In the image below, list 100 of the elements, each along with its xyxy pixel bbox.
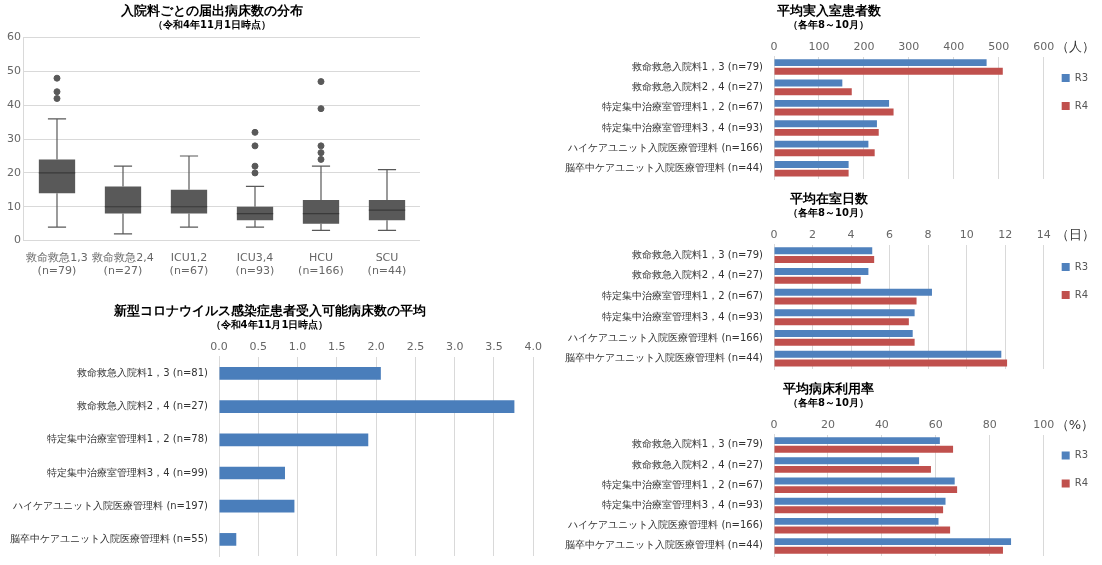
bar [774,67,1003,75]
y-tick-label: 50 [7,64,21,78]
bar [774,88,852,96]
y-tick-label: 20 [7,165,21,179]
y-tick-label: 10 [7,199,21,213]
bar [774,497,946,505]
bar [774,128,879,136]
y-tick-label: 救命救急入院料2，4 (n=27) [630,80,764,92]
bar [774,169,849,177]
y-tick-label: 特定集中治療室管理料3，4 (n=93) [601,310,764,322]
bar [774,538,1012,546]
x-tick-label: 10 [959,228,974,242]
legend-label: R4 [1074,288,1088,300]
y-tick-label: ハイケアユニット入院医療管理料 (n=166) [567,142,764,154]
chart-subtitle: （各年8～10月） [788,207,869,219]
bar [774,256,875,264]
x-tick-label: 1.0 [288,340,307,354]
bar [774,108,894,116]
bar [219,533,237,546]
y-tick-label: 脳卒中ケアユニット入院医療管理料 (n=55) [9,532,209,544]
bar [774,288,932,296]
x-tick-label: ICU3,4 (n=93) [235,251,275,278]
bar [774,59,987,67]
bar [774,267,869,275]
x-tick-label: HCU (n=166) [298,251,344,278]
bar [774,486,958,494]
chart-subtitle: （各年8～10月） [788,397,869,409]
chart-title: 入院料ごとの届出病床数の分布 [120,3,303,19]
chart-title: 平均実入室患者数 [775,3,882,19]
bar [774,546,1003,554]
legend-label: R3 [1074,71,1088,83]
bar [219,499,295,513]
bar [774,465,931,473]
y-tick-label: 脳卒中ケアユニット入院医療管理料 (n=44) [564,539,764,551]
x-tick-label: 0.0 [210,340,228,354]
bar [219,466,285,480]
x-tick-label: 0.5 [249,340,268,354]
y-tick-label: 40 [7,98,21,112]
x-tick-label: 4.0 [524,340,542,354]
bar [774,297,917,305]
y-tick-label: 特定集中治療室管理料3，4 (n=99) [46,466,209,478]
x-axis-title: （人） [1055,38,1095,54]
x-tick-label: 6 [886,228,894,242]
legend-label: R4 [1074,99,1088,111]
x-tick-label: 0 [770,40,778,54]
bar [774,161,849,168]
bar [774,309,915,317]
legend-label: R4 [1074,477,1088,489]
y-tick-label: 脳卒中ケアユニット入院医療管理料 (n=44) [564,162,764,174]
x-tick-label: 8 [924,228,932,242]
bar [774,247,873,255]
x-tick-label: 0 [770,418,778,432]
bar [774,149,875,157]
bar [774,338,915,346]
y-tick-label: 救命救急入院料2，4 (n=27) [630,269,764,281]
x-tick-label: 100 [1033,418,1055,432]
bar [774,445,954,453]
y-tick-label: 救命救急入院料2，4 (n=27) [630,458,764,470]
bar [774,517,939,525]
y-tick-label: 特定集中治療室管理料1，2 (n=67) [601,290,764,302]
x-tick-label: 救命救急2,4 (n=27) [91,251,154,278]
legend-label: R3 [1074,449,1088,461]
x-tick-label: 400 [943,40,965,54]
bar [219,400,515,413]
x-tick-label: 4 [847,228,855,242]
x-tick-label: 3.0 [445,340,464,354]
y-tick-label: 特定集中治療室管理料1，2 (n=67) [601,478,764,490]
y-tick-label: 救命救急入院料1，3 (n=79) [630,248,764,260]
y-tick-label: 特定集中治療室管理料3，4 (n=93) [601,499,764,511]
bar [774,359,1008,367]
bar [774,140,869,148]
x-tick-label: 2.5 [406,340,425,354]
x-tick-label: 300 [898,40,920,54]
x-tick-label: 20 [820,418,835,432]
x-tick-label: 0 [770,228,778,242]
y-tick-label: ハイケアユニット入院医療管理料 (n=197) [12,499,209,511]
chart-subtitle: （令和4年11月1日時点） [153,19,271,31]
x-tick-label: 600 [1033,40,1055,54]
x-tick-label: 80 [982,418,997,432]
bar [774,457,920,465]
y-tick-label: 特定集中治療室管理料3，4 (n=93) [601,121,764,133]
bar [219,367,381,380]
x-tick-label: 100 [808,40,830,54]
x-tick-label: 14 [1036,228,1051,242]
bar [774,506,944,514]
bar [774,120,877,128]
y-tick-label: 30 [7,131,21,145]
chart-title: 新型コロナウイルス感染症患者受入可能病床数の平均 [112,303,426,319]
y-tick-label: 救命救急入院料2，4 (n=27) [75,400,209,412]
y-tick-label: 特定集中治療室管理料1，2 (n=67) [601,101,764,113]
x-tick-label: 500 [988,40,1010,54]
y-tick-label: ハイケアユニット入院医療管理料 (n=166) [567,331,764,343]
x-tick-label: 2 [809,228,817,242]
bar [774,437,940,445]
x-tick-label: ICU1,2 (n=67) [169,251,209,278]
bar [219,433,369,447]
y-tick-label: 特定集中治療室管理料1，2 (n=78) [46,433,209,445]
y-tick-label: 60 [7,30,21,44]
bar [774,99,890,107]
chart-title: 平均在室日数 [788,191,869,207]
